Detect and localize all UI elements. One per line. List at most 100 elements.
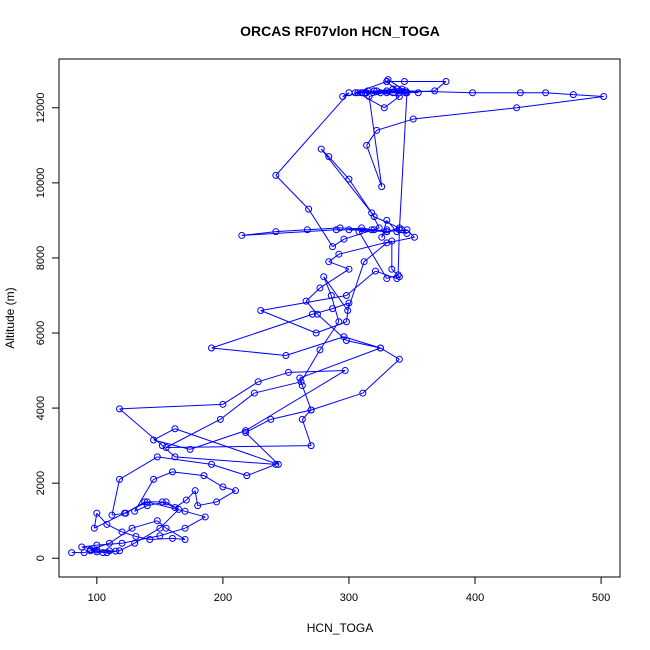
data-point [313, 310, 321, 318]
data-point [513, 104, 521, 112]
data-point [409, 115, 417, 123]
x-tick-label: 300 [340, 592, 358, 604]
data-point [378, 233, 386, 241]
series-segment [275, 175, 309, 210]
data-point [403, 89, 411, 97]
data-point [325, 258, 333, 266]
series-segment [328, 156, 350, 180]
series-segment [134, 527, 161, 544]
data-point [600, 93, 608, 101]
data-point [342, 337, 350, 345]
data-point [201, 513, 209, 521]
data-point [219, 400, 227, 408]
series-segment [134, 505, 148, 512]
data-point [371, 267, 379, 275]
series-segment [434, 81, 447, 92]
data-point [402, 87, 410, 95]
data-point [340, 235, 348, 243]
series-segment [159, 509, 180, 529]
data-point [400, 78, 408, 86]
data-point [105, 539, 113, 547]
data-point [158, 442, 166, 450]
data-point [384, 76, 392, 84]
data-point [78, 543, 86, 551]
data-point [274, 460, 282, 468]
data-point [162, 498, 170, 506]
data-point [383, 87, 391, 95]
data-point [238, 231, 246, 239]
data-point [302, 297, 310, 305]
series-segment [357, 92, 385, 109]
data-point [158, 498, 166, 506]
series-segment [111, 512, 126, 516]
data-point [93, 509, 101, 517]
series-segment [363, 242, 388, 263]
data-point [359, 389, 367, 397]
series-segment [300, 349, 321, 383]
data-point [305, 205, 313, 213]
series-segment [131, 520, 158, 529]
series-segment [119, 456, 158, 480]
data-point [116, 547, 124, 555]
series-segment [338, 240, 392, 255]
data-point [216, 415, 224, 423]
data-point [143, 498, 151, 506]
series-segment [310, 392, 363, 411]
series-segment [165, 418, 221, 448]
y-tick-label: 4000 [35, 396, 47, 420]
data-point [368, 226, 376, 234]
data-point [181, 535, 189, 543]
data-point [542, 89, 550, 97]
data-point [383, 78, 391, 86]
data-point [317, 145, 325, 153]
data-point [182, 496, 190, 504]
data-point [376, 89, 384, 97]
series-segment [245, 370, 346, 432]
series-segment [211, 313, 313, 349]
data-point [355, 228, 363, 236]
data-point [186, 445, 194, 453]
y-tick-label: 6000 [35, 321, 47, 345]
data-point [307, 406, 315, 414]
series-segment [245, 432, 279, 465]
data-point [296, 374, 304, 382]
x-tick-label: 400 [466, 592, 484, 604]
series-segment [109, 527, 133, 544]
data-point [316, 284, 324, 292]
data-point [345, 265, 353, 273]
data-point [243, 472, 251, 480]
series-segment [307, 227, 341, 231]
data-point [394, 271, 402, 279]
data-point [156, 524, 164, 532]
x-axis: 100 200 300 400 500 [88, 576, 610, 604]
series-segment [260, 310, 317, 334]
data-point [231, 487, 239, 495]
data-point [150, 436, 158, 444]
series-segment [398, 92, 408, 230]
series-segment [189, 430, 246, 450]
data-point [282, 352, 290, 360]
data-point [80, 549, 88, 557]
series-segment [317, 313, 347, 341]
series-segment [157, 456, 212, 465]
y-tick-label: 12000 [35, 93, 47, 124]
series-segment [157, 520, 167, 529]
data-point [368, 209, 376, 217]
data-point [194, 502, 202, 510]
data-point [395, 93, 403, 101]
data-point [373, 87, 381, 95]
data-point [345, 226, 353, 234]
series-segment [368, 96, 383, 187]
data-point [103, 520, 111, 528]
series-segment [216, 490, 236, 503]
data-point [376, 344, 384, 352]
series-segment [358, 231, 388, 279]
data-point [342, 291, 350, 299]
data-point [442, 78, 450, 86]
series-segment [96, 512, 108, 525]
series-segment [323, 276, 349, 311]
data-point [131, 507, 139, 515]
series-segment [380, 347, 400, 360]
data-point [90, 524, 98, 532]
